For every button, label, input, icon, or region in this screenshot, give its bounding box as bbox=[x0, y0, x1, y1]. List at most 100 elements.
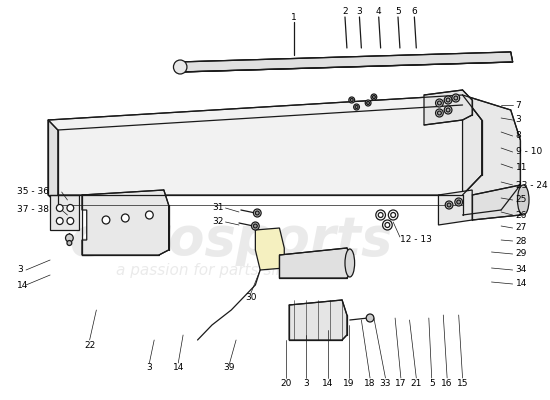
Circle shape bbox=[446, 98, 450, 102]
Circle shape bbox=[390, 212, 395, 218]
Circle shape bbox=[251, 222, 259, 230]
Text: 14: 14 bbox=[18, 280, 29, 290]
Text: 39: 39 bbox=[224, 364, 235, 372]
Circle shape bbox=[372, 96, 375, 98]
Circle shape bbox=[385, 222, 390, 228]
Circle shape bbox=[437, 101, 441, 105]
Circle shape bbox=[56, 218, 63, 224]
Text: 14: 14 bbox=[515, 280, 527, 288]
Circle shape bbox=[383, 220, 392, 230]
Circle shape bbox=[452, 94, 460, 102]
Text: 9 - 10: 9 - 10 bbox=[515, 148, 542, 156]
Ellipse shape bbox=[518, 185, 529, 215]
Polygon shape bbox=[463, 95, 482, 195]
Text: 33: 33 bbox=[379, 378, 391, 388]
Text: 37 - 38: 37 - 38 bbox=[18, 206, 50, 214]
Circle shape bbox=[146, 211, 153, 219]
Polygon shape bbox=[463, 95, 520, 215]
Text: 3: 3 bbox=[515, 116, 521, 124]
Text: 4: 4 bbox=[376, 8, 382, 16]
Text: 31: 31 bbox=[212, 204, 223, 212]
Text: 15: 15 bbox=[457, 378, 468, 388]
Text: 3: 3 bbox=[18, 266, 23, 274]
Circle shape bbox=[173, 60, 187, 74]
Text: 32: 32 bbox=[212, 218, 223, 226]
Polygon shape bbox=[255, 228, 284, 270]
Text: 3: 3 bbox=[356, 8, 362, 16]
Text: 6: 6 bbox=[411, 8, 417, 16]
Text: 28: 28 bbox=[515, 236, 527, 246]
Text: 20: 20 bbox=[280, 378, 292, 388]
Text: 11: 11 bbox=[515, 164, 527, 172]
Polygon shape bbox=[178, 52, 513, 72]
Circle shape bbox=[388, 210, 398, 220]
Circle shape bbox=[456, 200, 460, 204]
Polygon shape bbox=[82, 190, 169, 255]
Text: 27: 27 bbox=[515, 224, 527, 232]
Circle shape bbox=[376, 210, 386, 220]
Text: 7: 7 bbox=[515, 100, 521, 110]
Circle shape bbox=[349, 97, 355, 103]
Text: a passion for parts since 1983: a passion for parts since 1983 bbox=[116, 262, 346, 278]
Circle shape bbox=[447, 203, 451, 207]
Text: 16: 16 bbox=[442, 378, 453, 388]
Text: 18: 18 bbox=[364, 378, 376, 388]
Circle shape bbox=[455, 198, 463, 206]
Circle shape bbox=[254, 209, 261, 217]
Circle shape bbox=[355, 106, 358, 108]
Circle shape bbox=[350, 98, 353, 102]
Circle shape bbox=[437, 111, 441, 115]
Circle shape bbox=[371, 94, 377, 100]
Circle shape bbox=[366, 314, 374, 322]
Polygon shape bbox=[424, 90, 472, 125]
Text: 21: 21 bbox=[411, 378, 422, 388]
Polygon shape bbox=[48, 95, 482, 195]
Circle shape bbox=[65, 234, 73, 242]
Text: 19: 19 bbox=[343, 378, 355, 388]
Text: 34: 34 bbox=[515, 266, 527, 274]
Circle shape bbox=[67, 204, 74, 212]
Text: 35 - 36: 35 - 36 bbox=[18, 188, 50, 196]
Circle shape bbox=[67, 218, 74, 224]
Polygon shape bbox=[48, 120, 58, 205]
Circle shape bbox=[436, 99, 443, 107]
Circle shape bbox=[454, 96, 458, 100]
Circle shape bbox=[354, 104, 360, 110]
Text: eurosports: eurosports bbox=[69, 214, 393, 266]
Polygon shape bbox=[177, 52, 513, 72]
Text: 14: 14 bbox=[173, 364, 184, 372]
Polygon shape bbox=[438, 190, 472, 225]
Text: 1: 1 bbox=[291, 12, 297, 22]
Polygon shape bbox=[472, 185, 525, 220]
Circle shape bbox=[56, 204, 63, 212]
Polygon shape bbox=[289, 300, 347, 340]
Text: 22: 22 bbox=[84, 340, 95, 350]
Polygon shape bbox=[50, 195, 79, 230]
Circle shape bbox=[365, 100, 371, 106]
Circle shape bbox=[444, 96, 452, 104]
Circle shape bbox=[445, 201, 453, 209]
Text: 17: 17 bbox=[395, 378, 406, 388]
Circle shape bbox=[254, 224, 257, 228]
Text: 14: 14 bbox=[322, 378, 333, 388]
Text: 5: 5 bbox=[429, 378, 434, 388]
Text: 29: 29 bbox=[515, 250, 527, 258]
Text: 3: 3 bbox=[146, 364, 152, 372]
Text: 26: 26 bbox=[515, 210, 527, 220]
Circle shape bbox=[446, 108, 450, 112]
Circle shape bbox=[122, 214, 129, 222]
Circle shape bbox=[255, 211, 259, 215]
Text: 5: 5 bbox=[395, 8, 401, 16]
Polygon shape bbox=[279, 248, 352, 278]
Circle shape bbox=[367, 102, 370, 104]
Circle shape bbox=[378, 212, 383, 218]
Circle shape bbox=[102, 216, 110, 224]
Text: 8: 8 bbox=[515, 132, 521, 140]
Text: 30: 30 bbox=[245, 294, 256, 302]
Circle shape bbox=[436, 109, 443, 117]
Text: 3: 3 bbox=[304, 378, 309, 388]
Ellipse shape bbox=[345, 249, 355, 277]
Text: 2: 2 bbox=[342, 8, 348, 16]
Circle shape bbox=[67, 240, 72, 246]
Text: 23 - 24: 23 - 24 bbox=[515, 180, 547, 190]
